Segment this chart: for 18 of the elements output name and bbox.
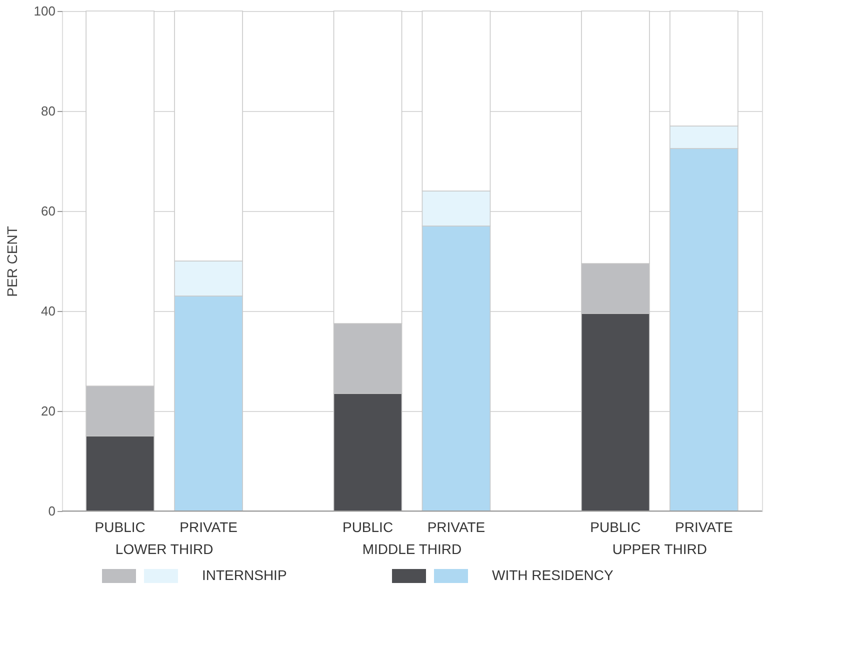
y-tick-label: 20 xyxy=(41,404,56,418)
text: MIDDLE THIRD xyxy=(362,541,462,557)
x-tick-label: PRIVATE xyxy=(427,519,486,535)
y-tick-label: 40 xyxy=(41,304,56,318)
y-axis-title: PER CENT xyxy=(4,226,20,297)
x-tick-label: PUBLIC xyxy=(590,519,641,535)
x-tick-label: PUBLIC xyxy=(94,519,146,535)
y-tick-label: 60 xyxy=(41,204,56,218)
text: UPPER THIRD xyxy=(612,541,708,557)
x-tick-label: PUBLIC xyxy=(342,519,394,535)
y-tick-label: 100 xyxy=(34,4,56,18)
text: LOWER THIRD xyxy=(115,541,214,557)
y-tick-label: 80 xyxy=(41,104,56,118)
x-tick-label: PRIVATE xyxy=(180,519,238,535)
y-tick-label: 0 xyxy=(48,504,56,518)
legend-label: WITH RESIDENCY xyxy=(492,567,614,583)
legend-label: INTERNSHIP xyxy=(202,567,287,583)
x-tick-label: PRIVATE xyxy=(675,519,733,535)
